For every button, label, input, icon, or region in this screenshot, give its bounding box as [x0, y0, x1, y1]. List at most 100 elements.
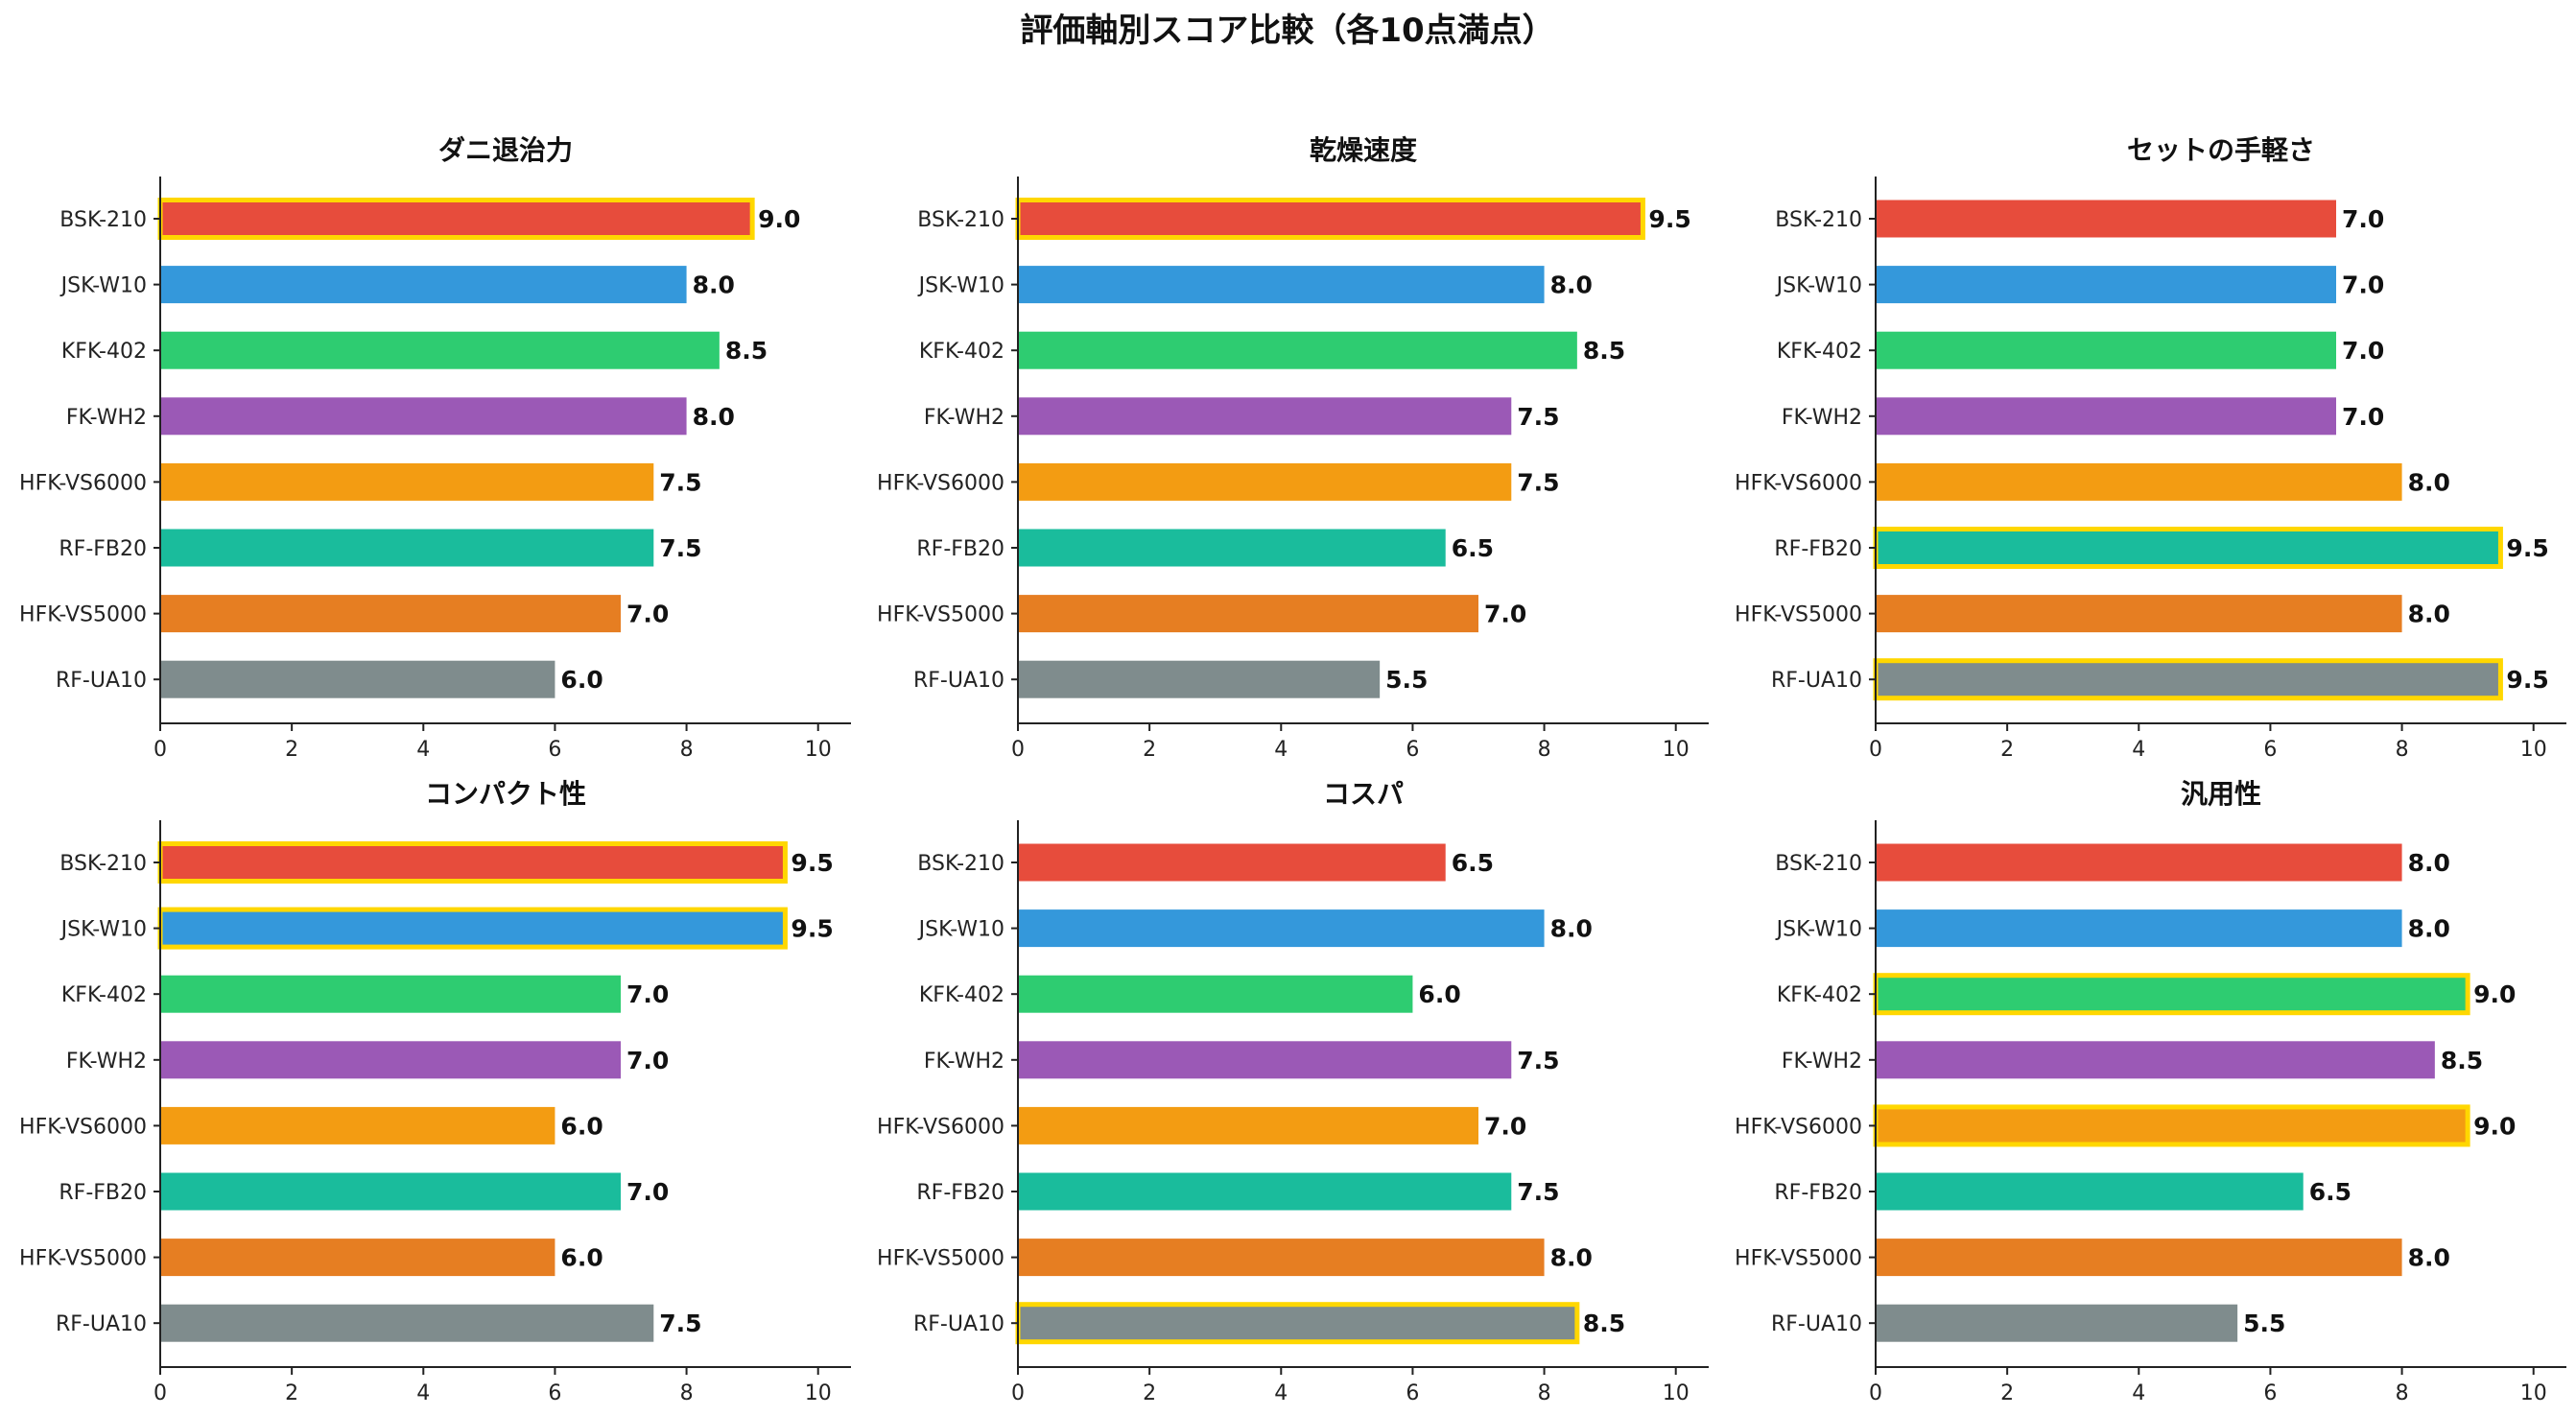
category-label-rf-fb20: RF-FB20	[59, 537, 147, 561]
x-tick-label: 8	[680, 738, 694, 762]
category-label-hfk-vs6000: HFK-VS6000	[1735, 1115, 1862, 1139]
bar-hfk-vs5000	[160, 595, 621, 633]
bar-kfk-402	[160, 975, 621, 1013]
panel-title: コスパ	[1323, 778, 1404, 810]
bar-rf-ua10-highlighted	[1015, 1302, 1580, 1345]
bar-kfk-402-highlighted	[1873, 973, 2470, 1016]
value-label-bsk-210: 9.5	[791, 849, 833, 877]
category-label-rf-ua10: RF-UA10	[56, 1312, 147, 1336]
bar-hfk-vs5000	[1876, 1239, 2402, 1277]
value-label-jsk-w10: 8.0	[1550, 271, 1593, 299]
x-tick-label: 8	[680, 1381, 694, 1405]
value-label-jsk-w10: 8.0	[1550, 915, 1593, 943]
x-tick-label: 10	[805, 738, 832, 762]
x-tick-label: 6	[548, 738, 561, 762]
bar-hfk-vs5000	[1018, 595, 1478, 633]
value-label-rf-ua10: 5.5	[2243, 1310, 2285, 1337]
figure-title: 評価軸別スコア比較（各10点満点）	[1020, 12, 1554, 50]
x-tick-label: 6	[1406, 738, 1419, 762]
value-label-bsk-210: 6.5	[1452, 849, 1494, 877]
bar-kfk-402	[1018, 331, 1577, 369]
value-label-jsk-w10: 8.0	[693, 271, 735, 299]
value-label-hfk-vs5000: 8.0	[1550, 1244, 1593, 1272]
category-label-bsk-210: BSK-210	[917, 208, 1004, 232]
bar-bsk-210-highlighted	[157, 198, 755, 240]
value-label-fk-wh2: 8.0	[693, 403, 735, 431]
x-tick-label: 10	[2520, 1381, 2547, 1405]
value-label-rf-ua10: 8.5	[1583, 1310, 1625, 1337]
category-label-hfk-vs5000: HFK-VS5000	[19, 1247, 147, 1271]
category-label-jsk-w10: JSK-W10	[59, 274, 147, 298]
value-label-bsk-210: 9.0	[758, 205, 800, 233]
category-label-kfk-402: KFK-402	[1777, 340, 1862, 364]
bar-hfk-vs6000	[1876, 462, 2402, 501]
bar-rf-ua10	[1018, 660, 1381, 698]
category-label-bsk-210: BSK-210	[59, 852, 147, 876]
x-tick-label: 4	[1274, 1381, 1288, 1405]
value-label-hfk-vs6000: 7.5	[659, 468, 701, 496]
x-tick-label: 2	[2000, 1381, 2014, 1405]
value-label-rf-fb20: 9.5	[2506, 534, 2548, 562]
x-tick-label: 2	[285, 1381, 298, 1405]
category-label-rf-fb20: RF-FB20	[59, 1181, 147, 1205]
panel-title: ダニ退治力	[438, 134, 573, 166]
bar-bsk-210-highlighted	[157, 841, 788, 884]
bar-rf-ua10	[1876, 1304, 2238, 1342]
value-label-kfk-402: 6.0	[1418, 980, 1460, 1008]
bar-jsk-w10	[1018, 266, 1545, 304]
bar-fk-wh2	[1018, 397, 1512, 436]
category-label-rf-ua10: RF-UA10	[1771, 1312, 1862, 1336]
bar-jsk-w10-highlighted	[157, 907, 788, 950]
bar-rf-fb20	[160, 529, 654, 567]
x-tick-label: 4	[1274, 738, 1288, 762]
bar-bsk-210	[1876, 200, 2336, 238]
x-tick-label: 0	[1011, 738, 1025, 762]
category-label-kfk-402: KFK-402	[919, 340, 1004, 364]
category-label-kfk-402: KFK-402	[61, 983, 147, 1007]
category-label-rf-fb20: RF-FB20	[1774, 537, 1862, 561]
bar-hfk-vs6000	[160, 462, 654, 501]
category-label-rf-ua10: RF-UA10	[913, 669, 1004, 693]
bar-rf-ua10	[160, 660, 555, 698]
category-label-rf-ua10: RF-UA10	[913, 1312, 1004, 1336]
panel-title: セットの手軽さ	[2127, 134, 2315, 166]
category-label-bsk-210: BSK-210	[59, 208, 147, 232]
category-label-rf-ua10: RF-UA10	[56, 669, 147, 693]
category-label-kfk-402: KFK-402	[1777, 983, 1862, 1007]
bar-rf-fb20	[1018, 529, 1446, 567]
value-label-rf-fb20: 7.5	[1517, 1178, 1559, 1206]
value-label-rf-fb20: 7.0	[626, 1178, 669, 1206]
bar-jsk-w10	[1876, 909, 2402, 948]
category-label-rf-ua10: RF-UA10	[1771, 669, 1862, 693]
chart-panel-1: ダニ退治力 9.0 BSK-210 8.0 JSK-W10 8.5 KFK-402 8.0 FK…	[19, 134, 851, 762]
value-label-bsk-210: 9.5	[1648, 205, 1690, 233]
value-label-hfk-vs6000: 7.0	[1484, 1112, 1526, 1140]
x-tick-label: 10	[2520, 738, 2547, 762]
x-tick-label: 0	[1869, 1381, 1882, 1405]
x-tick-label: 6	[1406, 1381, 1419, 1405]
category-label-fk-wh2: FK-WH2	[66, 406, 147, 430]
value-label-rf-ua10: 9.5	[2506, 666, 2548, 694]
value-label-hfk-vs5000: 7.0	[1484, 601, 1526, 628]
bar-rf-ua10-highlighted	[1873, 658, 2503, 701]
x-tick-label: 8	[2396, 1381, 2409, 1405]
value-label-kfk-402: 8.5	[725, 337, 768, 365]
category-label-rf-fb20: RF-FB20	[916, 1181, 1004, 1205]
category-label-hfk-vs6000: HFK-VS6000	[877, 471, 1004, 495]
bar-fk-wh2	[1018, 1041, 1512, 1079]
panel-title: 乾燥速度	[1310, 134, 1417, 166]
value-label-fk-wh2: 8.5	[2441, 1047, 2483, 1074]
bar-hfk-vs6000-highlighted	[1873, 1104, 2470, 1147]
category-label-bsk-210: BSK-210	[1775, 208, 1862, 232]
value-label-rf-ua10: 6.0	[560, 666, 603, 694]
panel-title: 汎用性	[2181, 778, 2261, 810]
bar-jsk-w10	[160, 266, 687, 304]
bar-kfk-402	[1018, 975, 1413, 1013]
value-label-jsk-w10: 7.0	[2342, 271, 2384, 299]
chart-panel-4: コンパクト性 9.5 BSK-210 9.5 JSK-W10 7.0 KFK-402 7.0 F…	[19, 778, 851, 1405]
x-tick-label: 2	[1143, 1381, 1156, 1405]
chart-panel-6: 汎用性 8.0 BSK-210 8.0 JSK-W10 9.0 KFK-402 8.5 FK-W…	[1735, 778, 2566, 1405]
category-label-hfk-vs6000: HFK-VS6000	[19, 1115, 147, 1139]
value-label-hfk-vs5000: 6.0	[560, 1244, 603, 1272]
